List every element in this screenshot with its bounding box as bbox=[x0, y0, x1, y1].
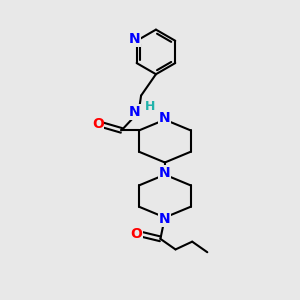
Text: N: N bbox=[159, 212, 171, 226]
Text: O: O bbox=[92, 117, 103, 131]
Text: N: N bbox=[128, 32, 140, 46]
Text: O: O bbox=[131, 227, 142, 241]
Text: N: N bbox=[159, 166, 171, 180]
Text: N: N bbox=[128, 105, 140, 119]
Text: N: N bbox=[159, 111, 171, 125]
Text: H: H bbox=[145, 100, 155, 113]
